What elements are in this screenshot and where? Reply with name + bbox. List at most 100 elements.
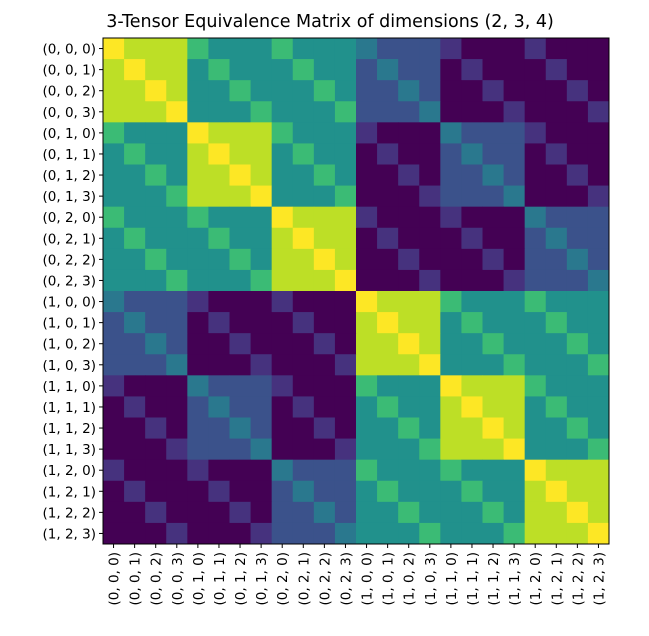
heatmap-cell <box>229 459 251 482</box>
heatmap-cell <box>124 417 146 439</box>
heatmap-cell <box>313 375 336 397</box>
heatmap-cell <box>229 122 251 144</box>
heatmap-cell <box>229 312 251 334</box>
heatmap-cell <box>545 269 568 292</box>
x-tick-label: (0, 0, 2) <box>149 552 165 605</box>
heatmap-cell <box>250 101 273 123</box>
heatmap-cell <box>103 438 125 461</box>
heatmap-cell <box>103 227 125 250</box>
heatmap-cell <box>166 396 188 418</box>
heatmap-cell <box>271 354 294 376</box>
heatmap-cell <box>398 396 420 418</box>
heatmap-cell <box>103 501 125 524</box>
heatmap-cell <box>334 291 357 313</box>
heatmap-cell <box>356 312 378 334</box>
heatmap-cell <box>503 480 526 503</box>
heatmap-cell <box>271 480 294 503</box>
heatmap-cell <box>545 438 568 461</box>
heatmap-cell <box>566 185 589 208</box>
heatmap-cell <box>398 227 420 250</box>
heatmap-cell <box>566 354 589 376</box>
heatmap-cell <box>566 80 589 102</box>
heatmap-cell <box>271 206 294 229</box>
heatmap-cell <box>482 291 504 313</box>
heatmap-cell <box>461 396 483 418</box>
y-tick-label: (0, 0, 0) <box>43 42 96 58</box>
heatmap-cell <box>566 206 589 229</box>
heatmap-cell <box>461 459 483 482</box>
heatmap-cell <box>334 333 357 355</box>
heatmap-cell <box>334 501 357 524</box>
heatmap-cell <box>419 354 441 376</box>
heatmap-cell <box>334 417 357 439</box>
heatmap-cell <box>271 417 294 439</box>
heatmap-cell <box>124 354 146 376</box>
x-tick-labels: (0, 0, 0) (0, 0, 1) (0, 0, 2) (0, 0, 3) (0, … <box>107 544 607 605</box>
heatmap-cell <box>356 206 378 229</box>
heatmap-cell <box>482 122 504 144</box>
heatmap-cell <box>103 143 125 165</box>
y-tick-label: (0, 2, 0) <box>43 210 96 226</box>
heatmap-cell <box>356 269 378 292</box>
heatmap-cell <box>440 501 462 524</box>
heatmap-cell <box>524 59 547 81</box>
heatmap-cell <box>398 333 420 355</box>
heatmap-cell <box>524 80 547 102</box>
heatmap-cell <box>103 206 125 229</box>
heatmap-cell <box>419 143 441 165</box>
heatmap-cell <box>103 291 125 313</box>
heatmap-cell <box>482 80 504 102</box>
heatmap-cell <box>398 269 420 292</box>
heatmap-cell <box>356 164 378 186</box>
heatmap-cell <box>461 417 483 439</box>
heatmap-cell <box>566 438 589 461</box>
y-tick-label: (0, 0, 2) <box>43 84 96 100</box>
x-tick-label: (1, 1, 0) <box>444 552 460 605</box>
heatmap-cell <box>524 164 547 186</box>
heatmap-cell <box>229 333 251 355</box>
heatmap-cell <box>524 438 547 461</box>
heatmap-cell <box>566 291 589 313</box>
heatmap-cell <box>208 396 230 418</box>
heatmap-cell <box>187 38 209 60</box>
heatmap-cell <box>587 122 610 144</box>
heatmap-cell <box>482 417 504 439</box>
heatmap-cell <box>292 375 315 397</box>
heatmap-cell <box>545 396 568 418</box>
heatmap-cell <box>250 480 273 503</box>
heatmap-cell <box>145 333 167 355</box>
heatmap-cell <box>566 522 589 545</box>
heatmap-cell <box>208 38 230 60</box>
heatmap-cell <box>145 248 167 271</box>
heatmap-cell <box>440 438 462 461</box>
heatmap-cell <box>229 417 251 439</box>
heatmap-cell <box>419 164 441 186</box>
heatmap-cell <box>524 291 547 313</box>
heatmap-cell <box>440 375 462 397</box>
heatmap-cell <box>377 164 399 186</box>
heatmap-cell <box>356 122 378 144</box>
heatmap-cell <box>187 417 209 439</box>
heatmap-cell <box>482 312 504 334</box>
heatmap-cell <box>103 522 125 545</box>
heatmap-cell <box>229 269 251 292</box>
heatmap-cell <box>566 375 589 397</box>
heatmap-cell <box>503 396 526 418</box>
heatmap-cell <box>377 333 399 355</box>
heatmap-cell <box>271 291 294 313</box>
heatmap-cell <box>482 501 504 524</box>
heatmap-cell <box>271 143 294 165</box>
heatmap-cell <box>587 80 610 102</box>
heatmap-cell <box>124 164 146 186</box>
heatmap-cell <box>145 38 167 60</box>
heatmap-cell <box>313 59 336 81</box>
heatmap-cell <box>313 206 336 229</box>
heatmap-cell <box>356 59 378 81</box>
y-tick-label: (0, 2, 2) <box>43 252 96 268</box>
heatmap-cell <box>503 80 526 102</box>
heatmap-cell <box>313 248 336 271</box>
y-tick-label: (1, 0, 3) <box>43 358 96 374</box>
heatmap-cell <box>292 522 315 545</box>
heatmap-cell <box>166 354 188 376</box>
heatmap-cell <box>461 248 483 271</box>
